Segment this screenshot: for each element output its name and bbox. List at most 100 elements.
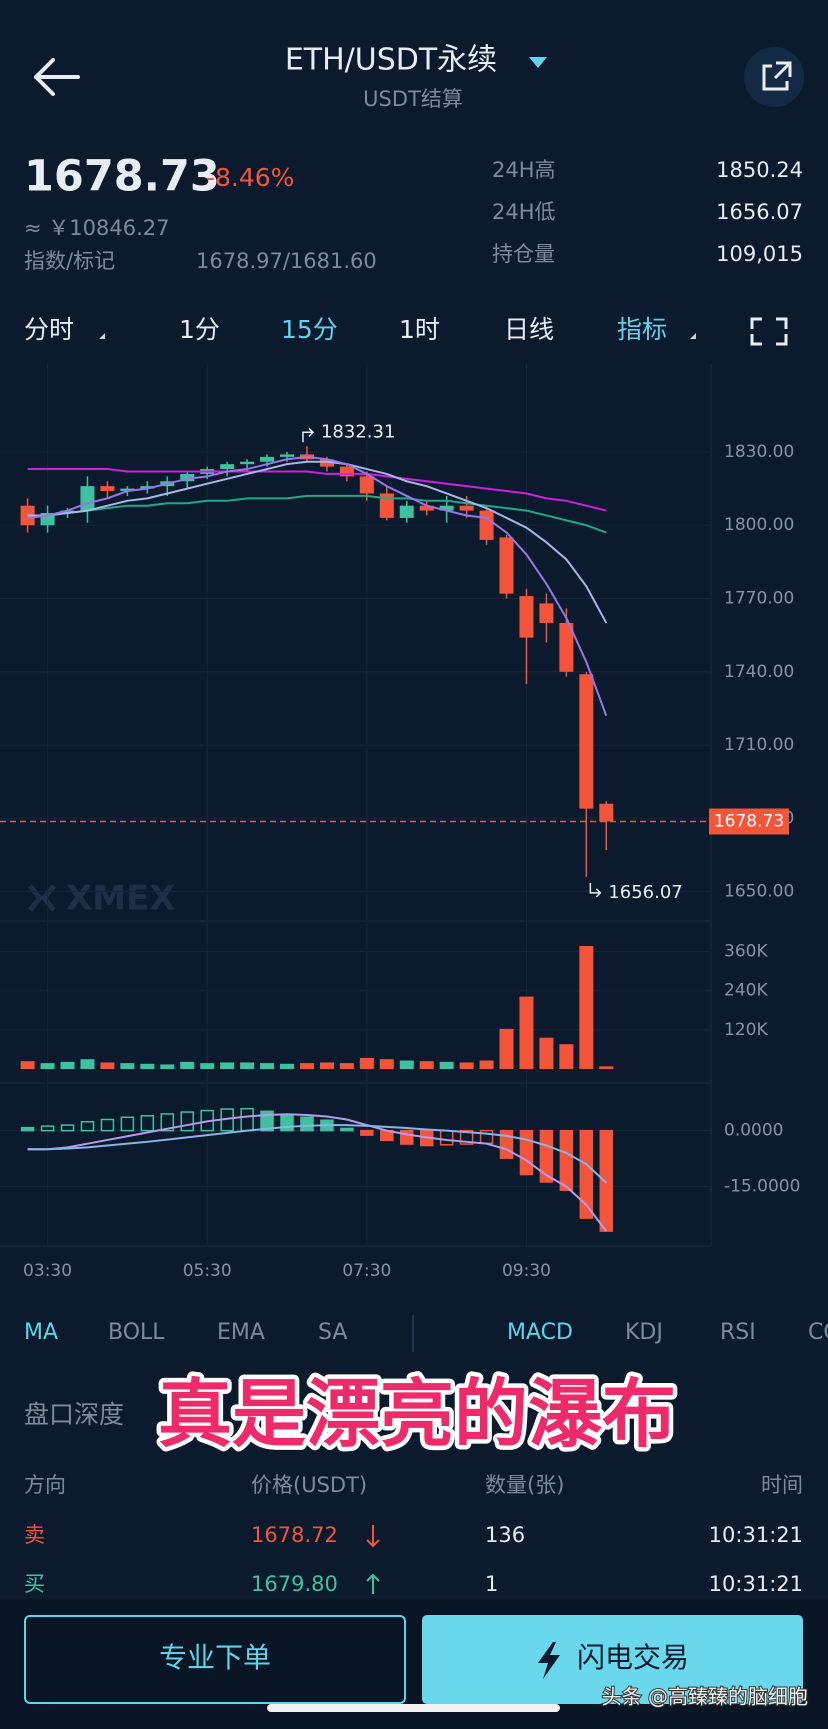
- share-button[interactable]: [744, 47, 804, 107]
- macd-bar: [459, 1129, 474, 1145]
- candle-body: [419, 505, 434, 511]
- volume-bar: [419, 1061, 434, 1069]
- volume-bar: [479, 1060, 494, 1069]
- macd-bar: [519, 1129, 534, 1176]
- y-tick-label: 1800.00: [724, 515, 794, 535]
- y-tick-label: 1740.00: [724, 662, 794, 682]
- candle-body: [499, 537, 514, 594]
- x-tick-label: 09:30: [502, 1261, 551, 1281]
- candle-body: [260, 456, 275, 462]
- candle-body: [579, 674, 594, 809]
- last-price-tag: [709, 808, 789, 835]
- y-tick-label: 1710.00: [724, 735, 794, 755]
- trade-cell: 10:31:21: [709, 1572, 803, 1596]
- subtitle: USDT结算: [363, 87, 463, 111]
- y-tick-label: 360K: [724, 942, 768, 962]
- volume-bar: [180, 1061, 195, 1069]
- candle-body: [379, 493, 394, 518]
- sub-indicator-tab[interactable]: KDJ: [625, 1320, 663, 1345]
- x-tick-label: 07:30: [342, 1261, 391, 1281]
- candle-body: [539, 603, 554, 623]
- volume-bar: [100, 1062, 115, 1069]
- macd-dif-line: [27, 1113, 608, 1232]
- interval-tab[interactable]: 分时: [24, 315, 74, 344]
- volume-bar: [399, 1060, 414, 1069]
- candle-body: [60, 510, 75, 514]
- stat-value: 109,015: [716, 242, 803, 266]
- moving-average: [27, 460, 608, 624]
- volume-bar: [80, 1059, 95, 1069]
- volume-bar: [200, 1063, 215, 1069]
- macd-bar: [360, 1129, 374, 1136]
- candle-body: [339, 466, 354, 477]
- title: ETH/USDT永续: [285, 43, 497, 78]
- volume-bar: [280, 1063, 295, 1069]
- candle-body: [180, 473, 195, 482]
- trade-cell: 买: [24, 1572, 45, 1596]
- sub-indicator-tab[interactable]: MACD: [507, 1320, 573, 1345]
- macd-bar: [120, 1116, 135, 1132]
- stat-label: 24H低: [492, 200, 556, 224]
- volume-bar: [339, 1063, 354, 1069]
- y-tick-label: -15.0000: [724, 1176, 800, 1196]
- volume-bar: [439, 1061, 454, 1069]
- moving-average: [27, 468, 607, 512]
- candle-body: [439, 505, 454, 511]
- back-button[interactable]: [34, 58, 80, 96]
- trade-arrow: [366, 1525, 380, 1548]
- fullscreen-button[interactable]: [750, 317, 788, 346]
- volume-bar: [299, 1063, 314, 1069]
- price-change: -8.46%: [206, 163, 294, 192]
- volume-bar: [120, 1063, 135, 1069]
- y-tick-label: 1650.00: [724, 882, 794, 902]
- pro-order-button[interactable]: [24, 1615, 406, 1704]
- volume-bar: [599, 1066, 614, 1069]
- stat-value: 1656.07: [716, 200, 803, 224]
- x-tick-label: 03:30: [23, 1261, 72, 1281]
- interval-tab[interactable]: 指标: [617, 315, 667, 344]
- macd-bar: [599, 1129, 614, 1232]
- volume-bar: [260, 1063, 275, 1069]
- interval-tab[interactable]: 15分: [281, 315, 338, 344]
- macd-bar: [340, 1127, 354, 1132]
- y-tick-label: 240K: [724, 981, 768, 1001]
- high-marker: [302, 427, 315, 443]
- volume-bar: [140, 1063, 155, 1069]
- flash-trade-label: 闪电交易: [577, 1641, 689, 1674]
- candle-body: [399, 505, 414, 518]
- credit: 头条 @高臻臻的脑细胞: [602, 1685, 808, 1709]
- volume-bar: [60, 1061, 75, 1069]
- y-tick-label: 1830.00: [724, 442, 794, 462]
- last-price-tag-label: 1678.73: [714, 811, 784, 831]
- candle-body: [359, 476, 374, 494]
- macd-bar: [539, 1129, 554, 1183]
- macd-bar: [80, 1120, 95, 1132]
- sub-indicator-tab[interactable]: CC: [808, 1320, 828, 1345]
- volume-bar: [499, 1028, 514, 1069]
- x-tick-label: 05:30: [183, 1261, 232, 1281]
- candle-body: [519, 596, 534, 638]
- main-indicator-tab[interactable]: EMA: [217, 1320, 265, 1345]
- candle-body: [319, 459, 334, 467]
- candle-body: [599, 803, 614, 822]
- title-dropdown[interactable]: [529, 57, 547, 68]
- depth-title: 盘口深度: [24, 1400, 124, 1429]
- interval-tab[interactable]: 1时: [399, 315, 440, 344]
- macd-bar: [300, 1116, 314, 1132]
- volume-bar: [539, 1037, 554, 1069]
- candle-body: [240, 461, 255, 465]
- interval-tab[interactable]: 日线: [504, 315, 554, 344]
- pro-order-label: 专业下单: [159, 1641, 271, 1674]
- main-indicator-tab[interactable]: BOLL: [108, 1320, 165, 1345]
- volume-bar: [359, 1057, 374, 1069]
- high-label: 1832.31: [321, 421, 395, 442]
- macd-dea-line: [27, 1124, 607, 1184]
- main-indicator-tab[interactable]: SA: [318, 1320, 347, 1345]
- low-label: 1656.07: [608, 882, 682, 903]
- candle-body: [80, 486, 95, 511]
- sub-indicator-tab[interactable]: RSI: [720, 1320, 756, 1345]
- interval-tab[interactable]: 1分: [179, 315, 220, 344]
- main-indicator-tab[interactable]: MA: [24, 1320, 58, 1345]
- flash-trade-button[interactable]: [422, 1615, 803, 1704]
